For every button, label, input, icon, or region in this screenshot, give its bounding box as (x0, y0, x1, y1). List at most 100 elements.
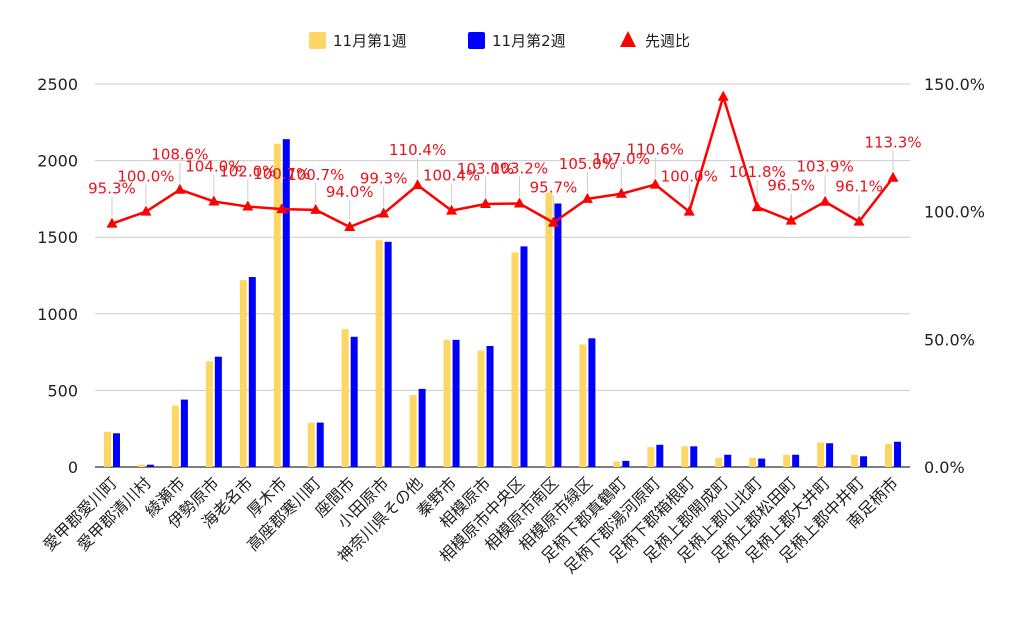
line-point-marker (106, 217, 118, 228)
bar-series-1 (137, 464, 145, 467)
line-data-label: 96.5% (767, 177, 815, 195)
bar-series (103, 139, 902, 468)
legend-label-series-3: 先週比 (645, 32, 690, 50)
line-data-label: 100.0% (661, 168, 718, 186)
right-tick-label: 100.0% (924, 203, 985, 222)
left-tick-label: 0 (68, 458, 78, 477)
line-point-marker (581, 192, 593, 203)
line-data-label: 110.4% (389, 141, 446, 159)
bar-series-1 (171, 405, 179, 467)
line-point-marker (378, 207, 390, 218)
bar-series-1 (511, 252, 519, 467)
line-data-label: 110.6% (627, 141, 684, 159)
bar-series-1 (307, 422, 315, 467)
bar-series-2 (180, 399, 188, 467)
line-data-label: 95.7% (530, 179, 578, 197)
bar-series-1 (783, 454, 791, 467)
legend-item-series-3[interactable]: 先週比 (620, 31, 690, 50)
line-data-label: 100.0% (117, 168, 174, 186)
bar-series-2 (758, 458, 766, 467)
line-point-marker (717, 90, 729, 101)
left-axis-ticks: 0 500 1000 1500 2000 2500 (37, 75, 78, 477)
category-labels: 愛甲郡愛川町愛甲郡清川村綾瀬市伊勢原市海老名市厚木市高座郡寒川町座間市小田原市神… (39, 473, 901, 577)
left-tick-label: 1000 (37, 305, 78, 324)
bar-series-2 (214, 356, 222, 467)
line-data-label: 100.7% (287, 166, 344, 184)
line-point-marker (751, 201, 763, 212)
line-point-marker (547, 216, 559, 227)
bar-series-2 (350, 336, 358, 467)
right-tick-label: 50.0% (924, 330, 975, 349)
line-data-label: 101.8% (729, 163, 786, 181)
line-data-label: 103.0% (457, 160, 514, 178)
line-point-marker (649, 178, 661, 189)
bar-series-2 (112, 433, 120, 467)
line-point-marker (513, 197, 525, 208)
bar-series-1 (273, 143, 281, 468)
line-point-marker (174, 183, 186, 194)
left-tick-label: 2500 (37, 75, 78, 94)
right-tick-label: 150.0% (924, 75, 985, 94)
bar-series-2 (316, 422, 324, 467)
line-series (106, 90, 899, 231)
bar-series-1 (851, 454, 859, 467)
legend-triangle-icon (620, 31, 636, 47)
line-data-label: 100.7% (253, 165, 310, 183)
line-data-label: 103.2% (491, 159, 548, 177)
bar-series-2 (452, 339, 460, 467)
line-data-label: 113.3% (864, 134, 921, 152)
line-point-marker (446, 204, 458, 215)
line-data-label: 99.3% (360, 169, 408, 187)
left-tick-label: 500 (47, 381, 78, 400)
legend-swatch-series-2 (468, 32, 485, 49)
bar-series-2 (622, 460, 630, 467)
line-point-marker (412, 179, 424, 190)
bar-series-1 (749, 457, 757, 467)
bar-series-1 (817, 442, 825, 467)
line-point-marker (683, 205, 695, 216)
bar-series-2 (724, 454, 732, 467)
bar-series-2 (520, 246, 528, 467)
line-point-marker (276, 203, 288, 214)
bar-series-2 (282, 139, 290, 468)
bar-series-2 (146, 464, 154, 467)
bar-series-2 (248, 277, 256, 467)
bar-series-1 (715, 457, 723, 467)
legend-label-series-2: 11月第2週 (492, 32, 566, 50)
bar-series-2 (894, 441, 902, 467)
line-point-marker (140, 205, 152, 216)
bar-series-2 (656, 444, 664, 467)
left-tick-label: 2000 (37, 152, 78, 171)
line-data-labels: 95.3%100.0%108.6%104.0%102.0%100.7%100.7… (88, 134, 922, 220)
line-data-label: 107.0% (593, 150, 650, 168)
bar-series-2 (418, 388, 426, 467)
gridlines (95, 83, 910, 468)
line-data-label: 103.9% (797, 158, 854, 176)
legend-item-series-2[interactable]: 11月第2週 (468, 32, 566, 50)
line-point-marker (615, 187, 627, 198)
line-data-label: 104.0% (185, 157, 242, 175)
bar-series-2 (486, 345, 494, 467)
bar-series-2 (384, 241, 392, 467)
line-point-marker (785, 214, 797, 225)
bar-series-2 (554, 203, 562, 467)
bar-series-1 (885, 444, 893, 467)
bar-series-1 (409, 394, 417, 467)
legend-swatch-series-1 (309, 32, 326, 49)
line-data-label: 100.4% (423, 167, 480, 185)
line-point-marker (310, 203, 322, 214)
line-point-marker (208, 195, 220, 206)
line-point-marker (819, 195, 831, 206)
line-data-label: 102.0% (219, 163, 276, 181)
bar-series-2 (792, 454, 800, 467)
line-data-label: 94.0% (326, 183, 374, 201)
left-tick-label: 1500 (37, 228, 78, 247)
right-tick-label: 0.0% (924, 458, 965, 477)
bar-series-2 (826, 443, 834, 467)
line-point-marker (853, 215, 865, 226)
line-point-marker (480, 198, 492, 209)
bar-series-2 (588, 338, 596, 467)
legend-item-series-1[interactable]: 11月第1週 (309, 32, 407, 50)
line-data-label: 95.3% (88, 180, 136, 198)
